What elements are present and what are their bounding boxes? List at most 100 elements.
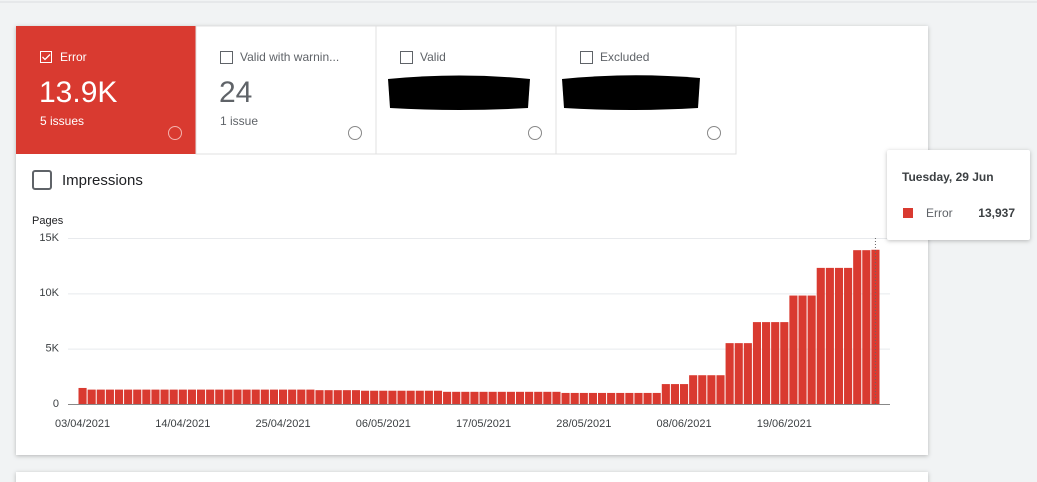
tab-background <box>16 26 196 154</box>
x-tick-label: 14/04/2021 <box>155 418 210 430</box>
bar <box>306 389 315 404</box>
bar <box>652 392 661 404</box>
checkbox[interactable] <box>220 51 233 64</box>
bar <box>288 389 297 404</box>
tab-label: Valid <box>420 50 446 64</box>
bar <box>807 295 816 404</box>
bar <box>816 267 825 404</box>
x-tick-label: 19/06/2021 <box>757 418 812 430</box>
impressions-label[interactable]: Impressions <box>62 172 143 189</box>
bar <box>597 392 607 404</box>
bar <box>297 389 306 404</box>
bar <box>625 392 634 404</box>
bar <box>361 390 370 404</box>
bar <box>543 391 552 404</box>
bar <box>789 295 798 404</box>
bar <box>333 390 342 404</box>
tooltip-title: Tuesday, 29 Jun <box>902 170 994 184</box>
bar <box>844 267 853 404</box>
tab-warning[interactable]: Valid with warnin... 24 1 issue <box>195 25 377 155</box>
bar <box>124 389 133 404</box>
help-icon[interactable] <box>707 126 721 140</box>
impressions-checkbox[interactable] <box>32 170 52 190</box>
bar <box>105 389 114 404</box>
y-tick-label: 5K <box>46 343 60 355</box>
bar <box>488 391 497 404</box>
bar <box>716 375 725 404</box>
bar <box>461 391 470 404</box>
bar <box>315 390 324 404</box>
checkbox[interactable] <box>40 51 52 63</box>
bar <box>579 392 588 404</box>
checkbox[interactable] <box>580 51 593 64</box>
tab-valid[interactable]: Valid <box>375 25 557 155</box>
bar <box>224 389 233 404</box>
bar <box>114 389 124 404</box>
bar <box>96 389 105 404</box>
bar <box>260 389 269 404</box>
tab-error[interactable]: Error 13.9K 5 issues <box>16 26 196 154</box>
checkmark <box>42 54 51 61</box>
help-icon[interactable] <box>528 126 542 140</box>
tab-label: Excluded <box>600 50 649 64</box>
bar <box>78 387 87 404</box>
bar <box>370 390 379 404</box>
bar <box>233 389 242 404</box>
bar <box>251 389 260 404</box>
redaction <box>562 75 700 110</box>
bar <box>196 389 206 404</box>
bar <box>725 343 734 404</box>
bar <box>734 343 743 404</box>
bar <box>834 267 844 404</box>
x-tick-label: 08/06/2021 <box>657 418 712 430</box>
next-card <box>16 472 928 482</box>
tab-background <box>195 25 377 155</box>
bar <box>670 384 679 404</box>
y-tick-label: 0 <box>53 398 59 410</box>
bar <box>752 322 762 404</box>
bar <box>698 375 707 404</box>
y-tick-label: 15K <box>39 232 59 244</box>
bar <box>525 391 534 404</box>
y-tick-label: 10K <box>39 287 59 299</box>
bar <box>443 391 452 404</box>
bar <box>178 389 187 404</box>
tooltip-box <box>887 150 1030 240</box>
bar <box>862 250 871 404</box>
x-tick-label: 28/05/2021 <box>556 418 611 430</box>
bar <box>206 389 215 404</box>
bar <box>242 389 251 404</box>
tooltip-swatch <box>903 208 913 218</box>
help-icon[interactable] <box>348 126 362 140</box>
checkbox[interactable] <box>400 51 413 64</box>
tab-sub: 5 issues <box>40 114 84 128</box>
bar <box>515 391 525 404</box>
x-tick-label: 17/05/2021 <box>456 418 511 430</box>
help-icon[interactable] <box>168 126 182 140</box>
bar <box>643 392 652 404</box>
x-tick-label: 25/04/2021 <box>256 418 311 430</box>
tab-excluded[interactable]: Excluded <box>555 25 737 155</box>
bar <box>379 390 388 404</box>
tab-value: 24 <box>219 76 252 109</box>
bar <box>187 389 196 404</box>
bar <box>853 250 862 404</box>
bar <box>634 392 643 404</box>
bar <box>607 392 616 404</box>
x-tick-label: 06/05/2021 <box>356 418 411 430</box>
bar <box>433 390 443 404</box>
redaction <box>388 75 530 110</box>
bar <box>151 389 160 404</box>
bar <box>406 390 415 404</box>
bar <box>351 390 361 404</box>
bar <box>771 322 780 404</box>
bar <box>87 389 96 404</box>
bar <box>142 389 151 404</box>
bar <box>680 384 689 404</box>
bar <box>762 322 771 404</box>
bar <box>160 389 169 404</box>
tab-sub: 1 issue <box>220 114 258 128</box>
bar <box>324 390 333 404</box>
bar <box>825 267 834 404</box>
